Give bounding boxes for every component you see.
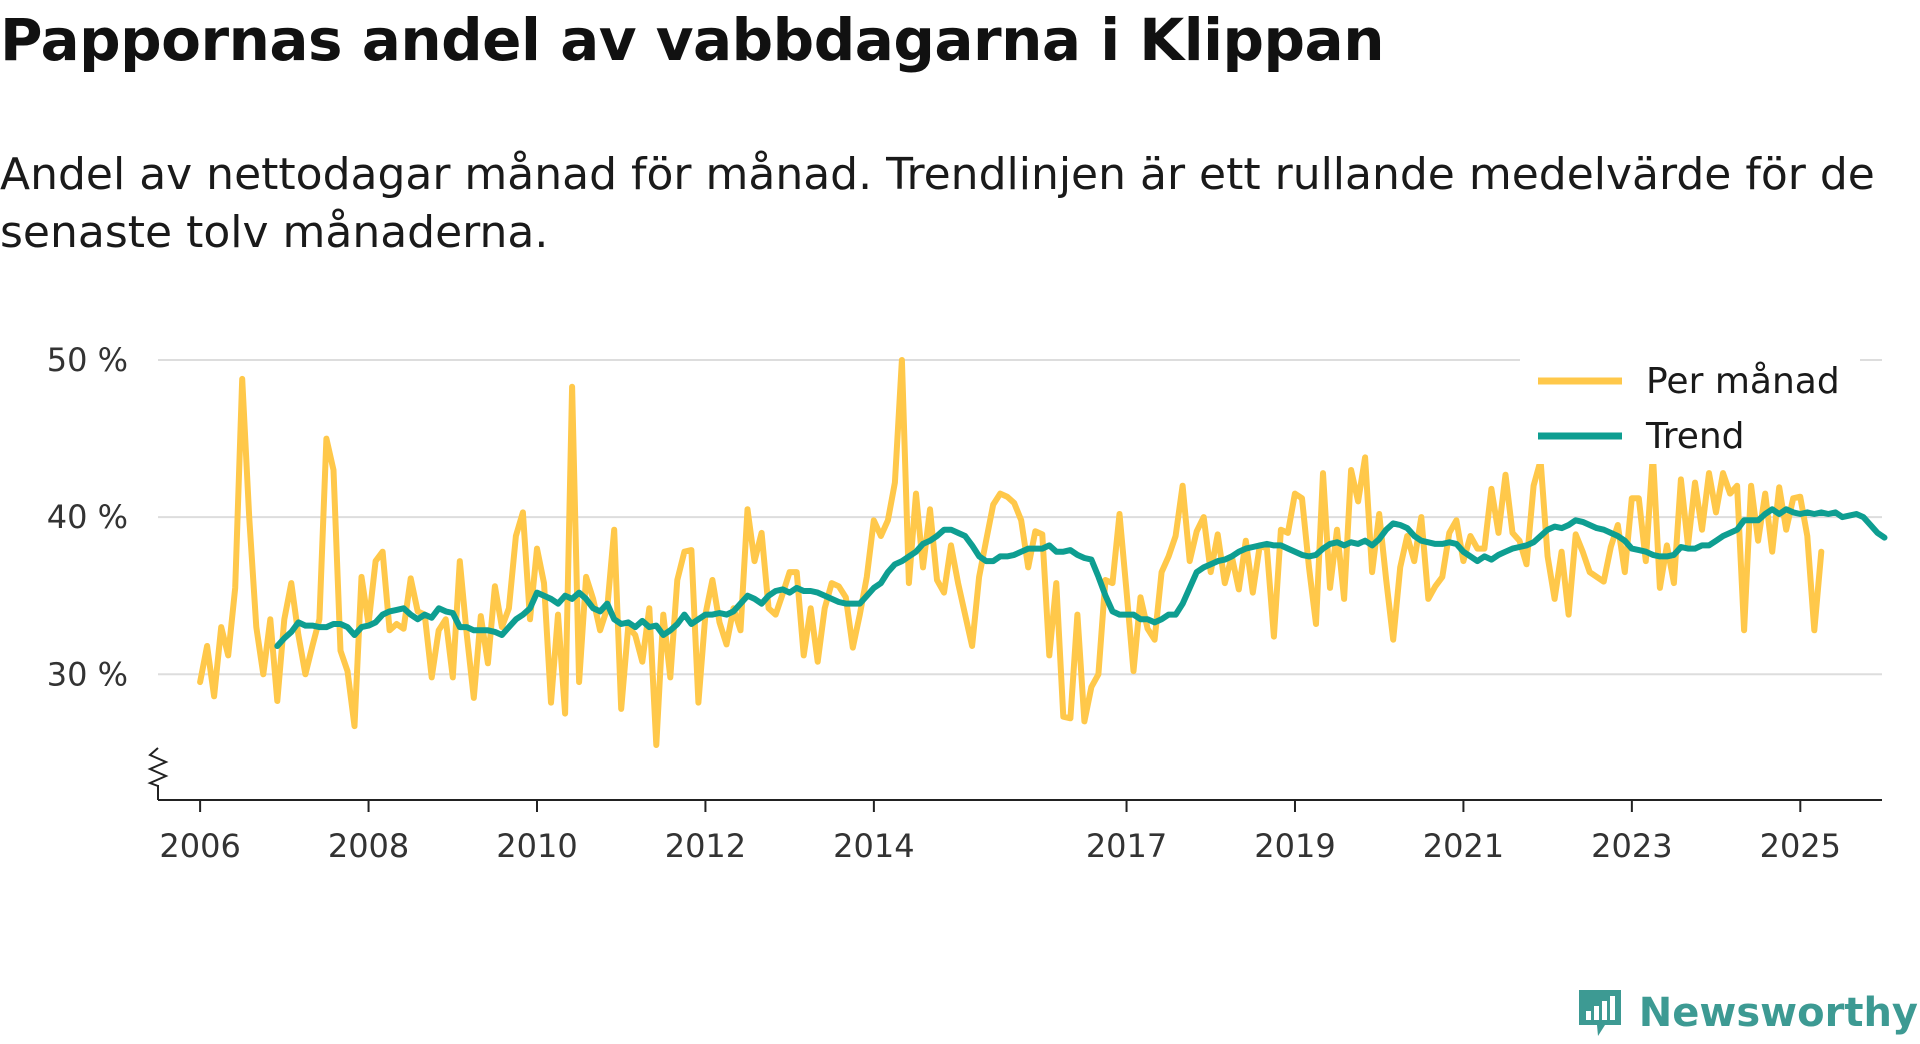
x-tick-label: 2021 [1423,827,1504,865]
x-tick-label: 2025 [1760,827,1841,865]
series-lines [197,357,1888,748]
y-axis-labels: 30 % 40 % 50 % [47,341,128,693]
x-tick-label: 2012 [665,827,746,865]
newsworthy-logo: Newsworthy [1575,982,1918,1044]
x-tick-label: 2010 [496,827,577,865]
x-tick-label: 2017 [1086,827,1167,865]
x-tick-label: 2008 [328,827,409,865]
chart-title: Pappornas andel av vabbdagarna i Klippan [0,6,1384,74]
x-tick-label: 2006 [159,827,240,865]
chart-subtitle: Andel av nettodagar månad för månad. Tre… [0,149,1875,258]
series-line-trend [274,506,1888,649]
legend-label-trend: Trend [1645,416,1745,457]
x-axis: 2006 2008 2010 2012 2014 2017 2019 2021 2023 2025 [147,747,1882,865]
legend: Per månad Trend [1520,358,1860,464]
x-tick-label: 2019 [1254,827,1335,865]
legend-label-per-manad: Per månad [1646,361,1840,402]
y-tick-label: 50 % [47,341,128,379]
y-tick-label: 30 % [47,655,128,693]
series-line-per-manad [197,357,1825,748]
x-tick-label: 2023 [1591,827,1672,865]
newsworthy-logo-icon [1578,990,1621,1036]
axis-break-icon [147,747,169,787]
x-tick-label: 2014 [833,827,914,865]
newsworthy-logo-text: Newsworthy [1638,990,1918,1036]
y-tick-label: 40 % [47,498,128,536]
legend-background [1520,358,1860,464]
